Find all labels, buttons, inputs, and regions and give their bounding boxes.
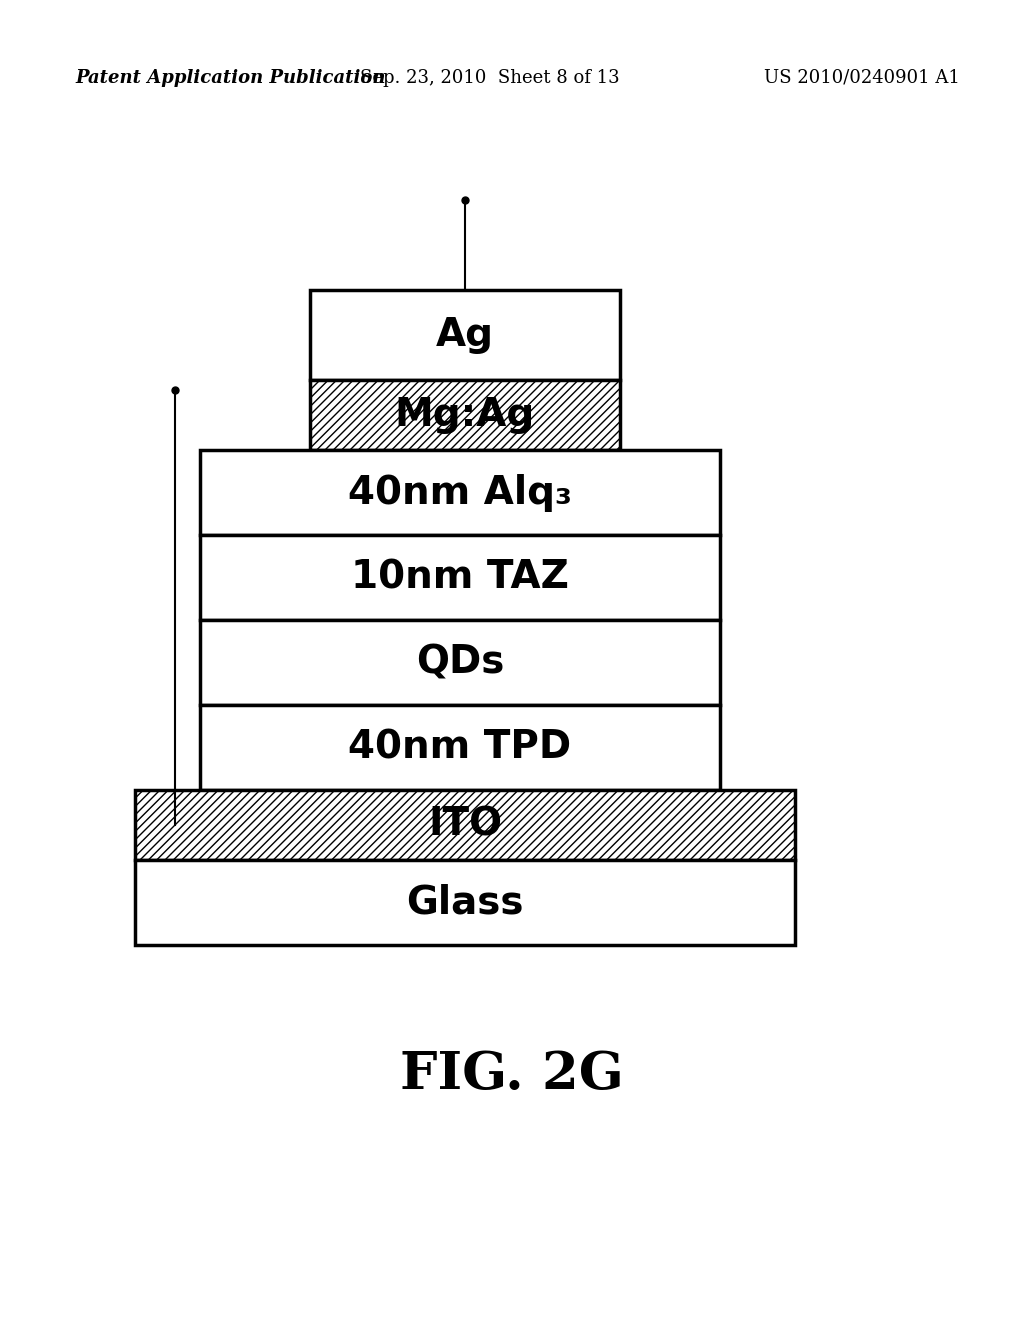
Bar [310,380,620,450]
Text: Ag: Ag [436,315,494,354]
Text: QDs: QDs [416,644,504,681]
Bar [135,789,795,861]
Text: 40nm Alq₃: 40nm Alq₃ [348,474,572,511]
Text: 40nm TPD: 40nm TPD [348,729,571,767]
Text: Glass: Glass [407,883,523,921]
Text: US 2010/0240901 A1: US 2010/0240901 A1 [764,69,961,87]
Text: ITO: ITO [428,807,502,843]
Bar [200,535,720,620]
Text: Mg:Ag: Mg:Ag [395,396,536,434]
Bar [310,290,620,380]
Bar [200,450,720,535]
Text: 10nm TAZ: 10nm TAZ [351,558,569,597]
Text: Sep. 23, 2010  Sheet 8 of 13: Sep. 23, 2010 Sheet 8 of 13 [360,69,620,87]
Text: FIG. 2G: FIG. 2G [400,1049,624,1101]
Text: Patent Application Publication: Patent Application Publication [75,69,385,87]
Bar [200,705,720,789]
Bar [135,789,795,861]
Bar [310,380,620,450]
Bar [200,620,720,705]
Bar [135,861,795,945]
